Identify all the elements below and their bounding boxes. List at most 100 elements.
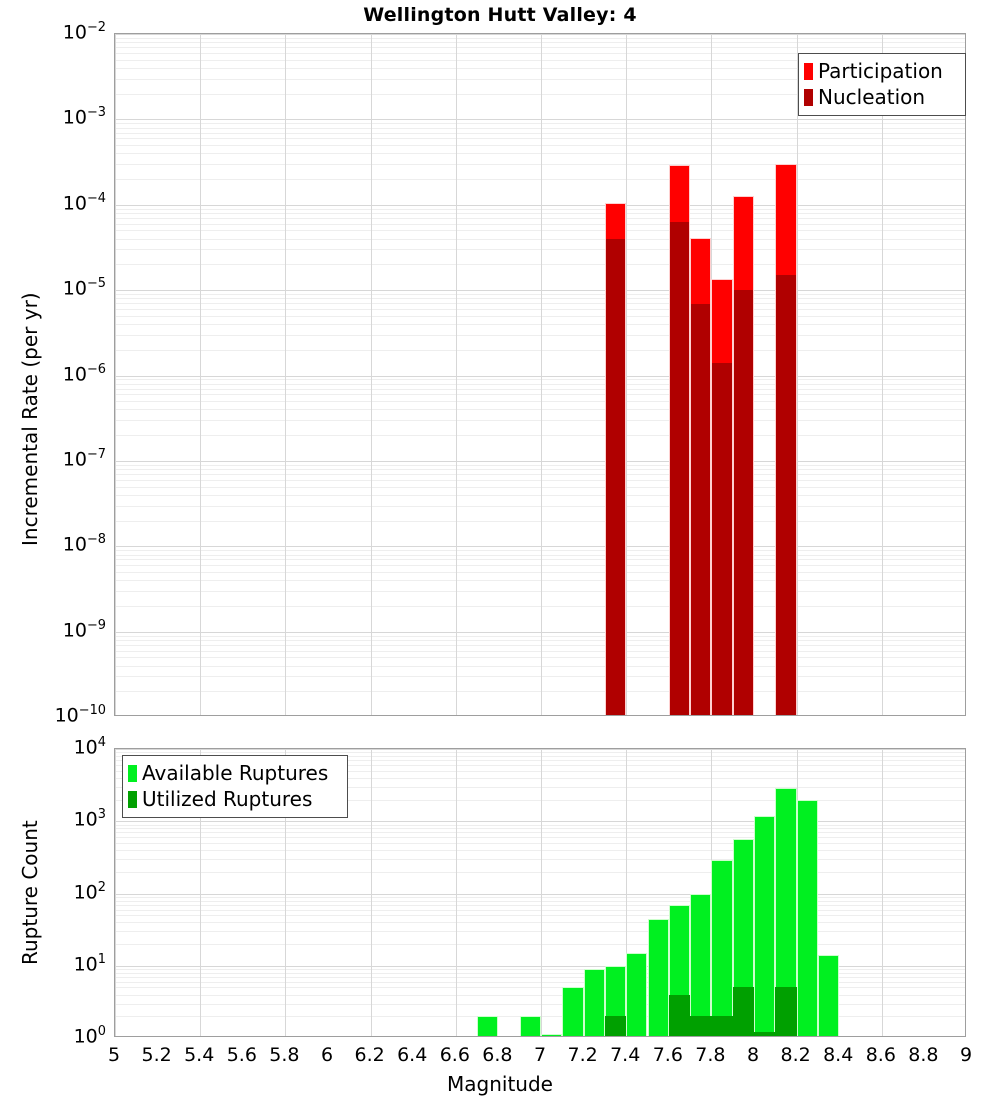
gridline-minor xyxy=(115,554,965,556)
participation-bar xyxy=(775,164,797,276)
gridline-minor xyxy=(115,132,965,134)
gridline-minor xyxy=(115,1003,965,1005)
gridline-minor xyxy=(115,138,965,140)
legend-swatch-icon xyxy=(128,790,137,808)
gridline-minor xyxy=(115,571,965,573)
x-tick-label: 8 xyxy=(746,1044,760,1066)
gridline-minor xyxy=(115,464,965,466)
gridline-major xyxy=(115,460,965,462)
x-tick-label: 8.2 xyxy=(780,1044,811,1066)
gridline-minor xyxy=(115,565,965,567)
participation-bar xyxy=(711,278,733,363)
utilized-ruptures-bar xyxy=(711,1016,733,1036)
gridline-minor xyxy=(115,765,965,767)
gridline-minor xyxy=(115,850,965,851)
gridline-minor xyxy=(115,208,965,210)
x-tick-label: 7.8 xyxy=(695,1044,726,1066)
gridline-minor xyxy=(115,824,965,826)
nucleation-bar xyxy=(604,238,627,715)
gridline-major xyxy=(115,119,965,121)
gridline-minor xyxy=(115,420,965,422)
gridline-minor xyxy=(115,37,965,39)
y-tick-label: 101 xyxy=(73,951,106,976)
gridline-minor xyxy=(115,469,965,471)
x-tick-label: 8.8 xyxy=(908,1044,939,1066)
participation-nucleation-legend-item: Participation xyxy=(804,58,958,84)
gridline-minor xyxy=(115,213,965,215)
gridline-minor xyxy=(115,590,965,592)
nucleation-bar xyxy=(690,304,712,715)
utilized-ruptures-bar xyxy=(690,1016,712,1036)
nucleation-bar xyxy=(668,222,691,715)
legend-swatch-icon xyxy=(804,62,813,80)
gridline-minor xyxy=(115,315,965,317)
gridline-minor xyxy=(115,799,965,801)
y-tick-label: 10−8 xyxy=(62,532,106,556)
gridline-minor xyxy=(115,505,965,507)
gridline-minor xyxy=(115,474,965,476)
participation-bar xyxy=(732,196,754,291)
gridline-minor xyxy=(115,401,965,403)
y-tick-label: 10−5 xyxy=(62,276,106,300)
y-tick-label: 10−4 xyxy=(62,190,106,215)
gridline-minor xyxy=(115,145,965,147)
gridline-minor xyxy=(115,832,965,834)
legend-swatch-icon xyxy=(128,764,137,782)
x-tick-label: 7 xyxy=(533,1044,547,1066)
gridline-vertical xyxy=(541,749,542,1036)
page-title: Wellington Hutt Valley: 4 xyxy=(363,4,637,26)
gridline-minor xyxy=(115,59,965,61)
gridline-minor xyxy=(115,123,965,125)
available-ruptures-bar xyxy=(519,1016,541,1036)
gridline-vertical xyxy=(115,34,116,715)
x-tick-label: 8.6 xyxy=(865,1044,896,1066)
gridline-vertical xyxy=(541,34,542,715)
gridline-vertical xyxy=(626,34,628,715)
gridline-minor xyxy=(115,676,965,678)
gridline-minor xyxy=(115,752,965,754)
gridline-minor xyxy=(115,981,965,983)
available-ruptures-bar xyxy=(562,987,584,1036)
gridline-minor xyxy=(115,179,965,181)
gridline-minor xyxy=(115,842,965,844)
gridline-minor xyxy=(115,78,965,80)
x-tick-label: 6.6 xyxy=(439,1044,470,1066)
gridline-vertical xyxy=(455,34,457,715)
bottom-y-axis-title: Rupture Count xyxy=(18,820,42,965)
gridline-minor xyxy=(115,859,965,861)
top-bars xyxy=(115,34,965,715)
available-ruptures-bar xyxy=(647,918,669,1036)
rupture-legend-item: Available Ruptures xyxy=(128,760,340,786)
gridline-minor xyxy=(115,777,965,779)
bottom-gridlines xyxy=(115,749,965,1036)
utilized-ruptures-bar xyxy=(775,987,797,1036)
top-legend: Participation Nucleation xyxy=(798,53,966,116)
gridline-major xyxy=(115,821,965,823)
nucleation-bar xyxy=(775,275,797,715)
y-tick-label: 10−3 xyxy=(62,105,106,129)
gridline-minor xyxy=(115,238,965,240)
gridline-minor xyxy=(115,294,965,296)
y-tick-label: 104 xyxy=(73,735,106,759)
participation-bar xyxy=(604,202,627,239)
x-axis-title: Magnitude xyxy=(447,1072,553,1096)
gridline-minor xyxy=(115,922,965,924)
legend-label: Nucleation xyxy=(818,85,926,109)
gridline-minor xyxy=(115,550,965,552)
x-tick-label: 6.8 xyxy=(482,1044,513,1066)
legend-label: Available Ruptures xyxy=(142,761,329,785)
gridline-minor xyxy=(115,837,965,839)
gridline-minor xyxy=(115,786,965,788)
gridline-minor xyxy=(115,153,965,155)
participation-bar xyxy=(690,237,712,305)
x-tick-label: 5.4 xyxy=(184,1044,215,1066)
utilized-ruptures-bar xyxy=(754,1032,776,1036)
utilized-ruptures-bar xyxy=(732,987,754,1036)
gridline-vertical xyxy=(626,749,628,1036)
nucleation-bar xyxy=(732,290,754,715)
gridline-minor xyxy=(115,47,965,49)
gridline-minor xyxy=(115,915,965,917)
gridline-vertical xyxy=(285,749,287,1036)
gridline-minor xyxy=(115,770,965,772)
